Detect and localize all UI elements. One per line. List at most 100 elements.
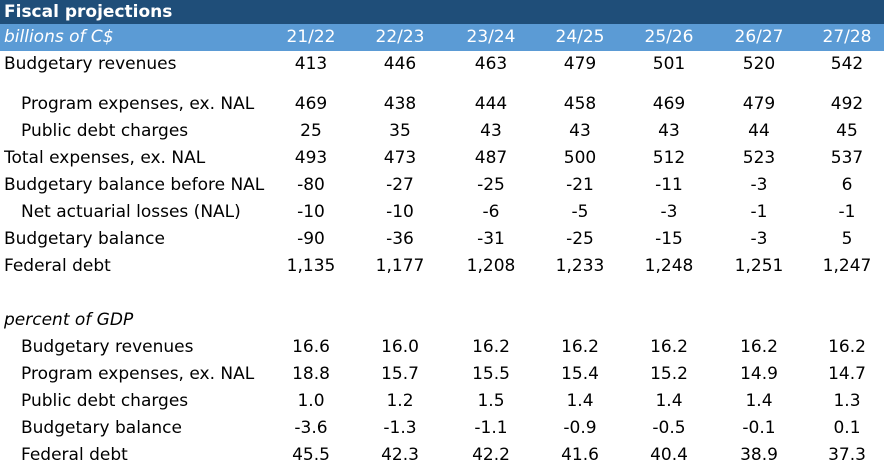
row-value: -1.1 — [474, 418, 508, 438]
row-value: 438 — [383, 94, 417, 114]
row-value: 43 — [658, 121, 680, 141]
row-value: 1.4 — [566, 391, 594, 411]
table-row: Program expenses, ex. NAL 18.8 15.7 15.5 15.… — [0, 361, 884, 388]
row-value: 16.2 — [472, 337, 510, 357]
row-value: 16.6 — [292, 337, 330, 357]
table-row: Budgetary revenues 413 446 463 479 501 520 542 — [0, 51, 884, 78]
year-header: 27/28 — [822, 27, 872, 47]
table-row: Public debt charges 25 35 43 43 43 44 45 — [0, 118, 884, 145]
row-value: 1.3 — [833, 391, 861, 411]
row-label: Net actuarial losses (NAL) — [21, 202, 241, 222]
row-value: -0.9 — [563, 418, 597, 438]
row-value: 35 — [389, 121, 411, 141]
row-value: -10 — [297, 202, 325, 222]
row-value: 469 — [294, 94, 328, 114]
row-value: 1,233 — [555, 256, 605, 276]
row-value: 18.8 — [292, 364, 330, 384]
row-value: -3 — [660, 202, 678, 222]
row-label: Budgetary balance before NAL — [4, 175, 265, 195]
row-value: 1.4 — [655, 391, 683, 411]
table-row: Total expenses, ex. NAL 493 473 487 500 512 52… — [0, 145, 884, 172]
row-value: 16.0 — [381, 337, 419, 357]
row-label: Budgetary revenues — [4, 54, 177, 74]
table-row: Budgetary balance -3.6 -1.3 -1.1 -0.9 -0.5 -0.… — [0, 415, 884, 442]
row-value: 1,208 — [466, 256, 516, 276]
row-value: 6 — [841, 175, 853, 195]
row-value: 43 — [480, 121, 502, 141]
row-value: 479 — [742, 94, 776, 114]
row-value: -25 — [566, 229, 594, 249]
year-header: 23/24 — [466, 27, 516, 47]
column-header-row: billions of C$ 21/22 22/23 23/24 24/25 2… — [0, 24, 884, 51]
row-label: Federal debt — [21, 445, 128, 465]
row-value: 469 — [652, 94, 686, 114]
row-value: -3.6 — [294, 418, 328, 438]
row-label: Program expenses, ex. NAL — [21, 364, 255, 384]
row-value: -11 — [655, 175, 683, 195]
row-value: 492 — [830, 94, 864, 114]
row-value: -3 — [750, 229, 768, 249]
row-value: 463 — [474, 54, 508, 74]
row-value: -6 — [482, 202, 500, 222]
row-value: 43 — [569, 121, 591, 141]
row-value: -36 — [386, 229, 414, 249]
row-value: 14.9 — [740, 364, 778, 384]
row-label: Public debt charges — [21, 121, 189, 141]
row-label: Program expenses, ex. NAL — [21, 94, 255, 114]
table-title: Fiscal projections — [0, 0, 884, 24]
year-header: 22/23 — [375, 27, 425, 47]
row-value: 5 — [841, 229, 853, 249]
row-value: -25 — [477, 175, 505, 195]
row-value: 40.4 — [650, 445, 688, 465]
row-value: 500 — [563, 148, 597, 168]
table-row: Budgetary revenues 16.6 16.0 16.2 16.2 16.2 16… — [0, 334, 884, 361]
row-value: -90 — [297, 229, 325, 249]
row-value: 15.5 — [472, 364, 510, 384]
row-value: -0.5 — [652, 418, 686, 438]
year-header: 25/26 — [644, 27, 694, 47]
section-label-row: percent of GDP — [0, 307, 884, 334]
row-value: 487 — [474, 148, 508, 168]
row-value: 1,248 — [644, 256, 694, 276]
row-value: 1.0 — [297, 391, 325, 411]
row-value: 0.1 — [833, 418, 861, 438]
row-value: 520 — [742, 54, 776, 74]
row-value: 446 — [383, 54, 417, 74]
row-value: -15 — [655, 229, 683, 249]
year-header: 26/27 — [734, 27, 784, 47]
table-row: Budgetary balance -90 -36 -31 -25 -15 -3 5 — [0, 226, 884, 253]
row-value: -27 — [386, 175, 414, 195]
row-value: -1 — [750, 202, 768, 222]
row-value: 501 — [652, 54, 686, 74]
table-row: Federal debt 1,135 1,177 1,208 1,233 1,248 1,2… — [0, 253, 884, 280]
row-value: 37.3 — [828, 445, 866, 465]
row-label: Total expenses, ex. NAL — [4, 148, 206, 168]
row-value: 42.2 — [472, 445, 510, 465]
row-value: -0.1 — [742, 418, 776, 438]
row-value: -1.3 — [383, 418, 417, 438]
row-label: Public debt charges — [21, 391, 189, 411]
row-value: -21 — [566, 175, 594, 195]
row-value: 16.2 — [650, 337, 688, 357]
row-value: 38.9 — [740, 445, 778, 465]
table-row: Federal debt 45.5 42.3 42.2 41.6 40.4 38.9 37.3 — [0, 442, 884, 469]
row-value: -10 — [386, 202, 414, 222]
row-value: -80 — [297, 175, 325, 195]
units-label: percent of GDP — [4, 310, 134, 330]
row-value: 479 — [563, 54, 597, 74]
row-value: 413 — [294, 54, 328, 74]
row-value: 45 — [836, 121, 858, 141]
row-label: Budgetary revenues — [21, 337, 194, 357]
row-label: Federal debt — [4, 256, 111, 276]
year-header: 24/25 — [555, 27, 605, 47]
row-value: 523 — [742, 148, 776, 168]
row-value: 493 — [294, 148, 328, 168]
table-row: Budgetary balance before NAL -80 -27 -25 -21… — [0, 172, 884, 199]
row-value: 512 — [652, 148, 686, 168]
row-value: 41.6 — [561, 445, 599, 465]
row-label: Budgetary balance — [4, 229, 165, 249]
row-value: 42.3 — [381, 445, 419, 465]
row-value: 444 — [474, 94, 508, 114]
row-value: 16.2 — [828, 337, 866, 357]
row-value: 537 — [830, 148, 864, 168]
